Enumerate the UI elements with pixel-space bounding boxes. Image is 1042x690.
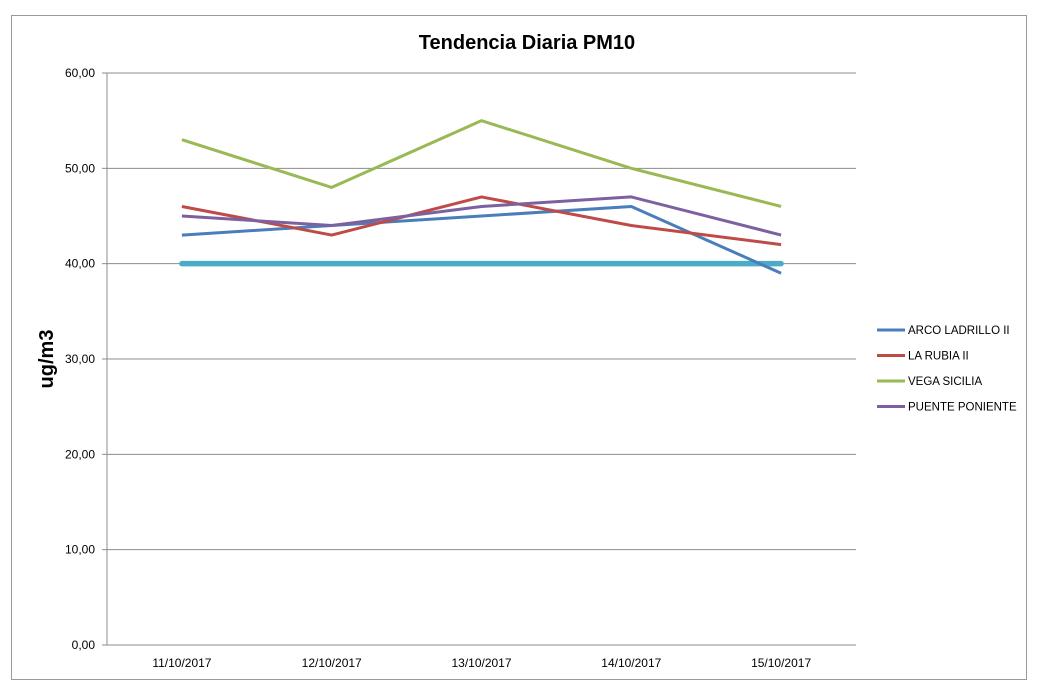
legend-label: ARCO LADRILLO II [908,325,1010,337]
y-tick-label: 60,00 [65,66,95,80]
y-tick-label: 40,00 [65,257,95,271]
chart-frame [11,15,1027,680]
series-line [181,119,782,208]
y-axis-label: ug/m3 [36,330,58,389]
series-lines [181,119,782,275]
y-tick-label: 50,00 [65,161,95,175]
legend-label: LA RUBIA II [908,351,969,363]
legend: ARCO LADRILLO II LA RUBIA II VEGA SICILIA P… [877,325,1017,414]
x-tick-label: 11/10/2017 [152,656,211,670]
y-tick-label: 10,00 [65,543,95,557]
y-axis: 0,00 10,00 20,00 30,00 40,00 50,00 60,00 [65,66,108,652]
x-axis: 11/10/2017 12/10/2017 13/10/2017 14/10/2017… [107,644,856,670]
y-tick-label: 0,00 [72,638,96,652]
x-tick-label: 14/10/2017 [601,656,661,670]
x-tick-label: 13/10/2017 [451,656,511,670]
gridlines [107,72,856,646]
series-line [181,204,782,275]
series-line [181,195,782,247]
y-tick-label: 20,00 [65,447,95,461]
series-line [181,195,782,237]
legend-label: VEGA SICILIA [908,376,982,388]
y-tick-label: 30,00 [65,352,95,366]
chart-title: Tendencia Diaria PM10 [419,32,635,54]
legend-label: PUENTE PONIENTE [908,402,1017,414]
x-tick-label: 15/10/2017 [751,656,811,670]
x-tick-label: 12/10/2017 [302,656,362,670]
